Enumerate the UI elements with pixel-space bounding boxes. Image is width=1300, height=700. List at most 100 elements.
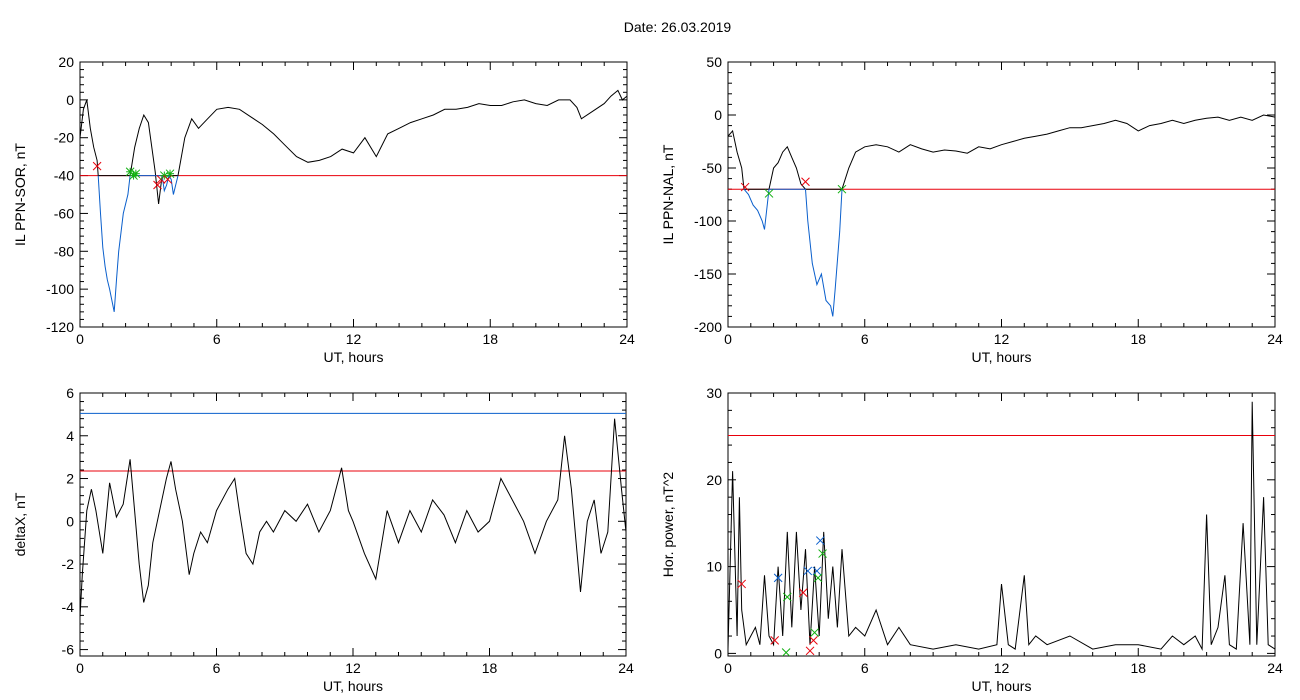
x-tick-label: 6: [213, 660, 221, 676]
x-axis-label: UT, hours: [324, 349, 384, 365]
marker-x: [740, 182, 750, 192]
marker-stroke: [737, 579, 747, 589]
marker-x: [810, 628, 819, 637]
chart-top-right: 0 6 12 18 24 -200 -150 -100 -50 0 50 UT, hours IL PP…: [660, 54, 1283, 365]
y-tick-label: -50: [702, 160, 722, 176]
series-line: [728, 114, 1275, 190]
x-tick-label: 0: [76, 331, 84, 347]
x-tick-label: 12: [994, 331, 1010, 347]
plot-frame: [79, 392, 627, 657]
x-tick-label: 12: [994, 660, 1010, 676]
y-tick-label: 20: [58, 54, 74, 70]
marker-x: [805, 646, 815, 656]
series-line: [80, 89, 627, 205]
y-tick-label: 0: [66, 513, 74, 529]
marker-stroke: [153, 180, 162, 190]
marker-stroke: [815, 536, 825, 545]
plot-frame: [79, 61, 628, 328]
marker-x: [770, 636, 780, 645]
marker-star: [131, 169, 141, 179]
y-tick-label: -60: [54, 205, 74, 221]
marker-x: [809, 636, 818, 645]
y-tick-label: 0: [714, 645, 722, 661]
y-tick-label: -80: [54, 243, 74, 259]
chart-top-left: 0 6 12 18 24 -120 -100 -80 -60 -40 -20 0 20 UT, hours…: [12, 54, 635, 365]
x-tick-label: 24: [618, 660, 634, 676]
x-tick-label: 12: [346, 331, 362, 347]
x-tick-label: 24: [1267, 331, 1283, 347]
series-line-highlight: [743, 188, 843, 317]
marker-x: [764, 189, 774, 198]
marker-stroke: [809, 636, 818, 645]
marker-stroke: [764, 189, 774, 198]
marker-x: [92, 161, 102, 171]
x-tick-label: 6: [861, 660, 869, 676]
marker-stroke: [803, 566, 813, 576]
y-axis-label: IL PPN-NAL, nT: [660, 144, 676, 244]
marker-stroke: [740, 182, 750, 192]
marker-x: [801, 177, 810, 187]
marker-stroke: [812, 566, 822, 576]
x-axis-label: UT, hours: [972, 349, 1032, 365]
y-tick-label: 0: [66, 92, 74, 108]
figure-date-title: Date: 26.03.2019: [623, 19, 732, 35]
x-tick-label: 6: [213, 331, 221, 347]
marker-stroke: [837, 184, 847, 194]
marker-stroke: [92, 161, 102, 171]
marker-x: [818, 549, 827, 558]
marker-x: [773, 573, 783, 583]
y-tick-label: 6: [66, 385, 74, 401]
x-tick-label: 24: [619, 331, 635, 347]
marker-x: [782, 592, 792, 602]
marker-stroke: [818, 549, 827, 558]
y-tick-label: -2: [62, 556, 75, 572]
x-tick-label: 12: [345, 660, 361, 676]
y-tick-label: 30: [706, 385, 722, 401]
y-tick-label: -100: [46, 281, 74, 297]
y-tick-label: 2: [66, 471, 74, 487]
plot-frame: [727, 61, 1276, 328]
y-tick-label: 50: [706, 54, 722, 70]
marker-x: [813, 573, 823, 583]
x-axis-label: UT, hours: [972, 678, 1032, 694]
marker-stroke: [798, 588, 808, 597]
y-axis-label: IL PPN-SOR, nT: [12, 143, 28, 246]
x-axis-label: UT, hours: [323, 678, 383, 694]
x-tick-label: 6: [861, 331, 869, 347]
series-line: [80, 418, 626, 618]
plot-data: [80, 412, 626, 618]
y-tick-label: 20: [706, 472, 722, 488]
marker-x: [153, 180, 162, 190]
y-tick-label: -120: [46, 319, 74, 335]
y-tick-label: -40: [54, 168, 74, 184]
x-tick-label: 18: [482, 331, 498, 347]
marker-x: [837, 184, 847, 194]
marker-x: [803, 566, 813, 576]
y-tick-label: -150: [694, 266, 722, 282]
marker-stroke: [781, 648, 791, 656]
plot-frame: [727, 392, 1276, 657]
y-axis-label: Hor. power, nT^2: [660, 472, 676, 578]
series-line: [728, 401, 1275, 652]
marker-star: [165, 169, 175, 179]
y-tick-label: -20: [54, 130, 74, 146]
y-tick-label: 0: [714, 107, 722, 123]
marker-x: [812, 566, 822, 576]
marker-stroke: [770, 636, 780, 645]
marker-x: [798, 588, 808, 597]
plot-data: [728, 114, 1275, 317]
x-tick-label: 18: [1130, 660, 1146, 676]
marker-x: [815, 536, 825, 545]
y-tick-label: 4: [66, 428, 74, 444]
marker-x: [737, 579, 747, 589]
series-line-highlight: [97, 174, 179, 312]
x-tick-label: 0: [724, 660, 732, 676]
x-tick-label: 24: [1267, 660, 1283, 676]
marker-stroke: [813, 573, 823, 583]
plot-data: [728, 401, 1275, 656]
x-tick-label: 18: [1130, 331, 1146, 347]
y-tick-label: -100: [694, 213, 722, 229]
marker-stroke: [805, 646, 815, 656]
